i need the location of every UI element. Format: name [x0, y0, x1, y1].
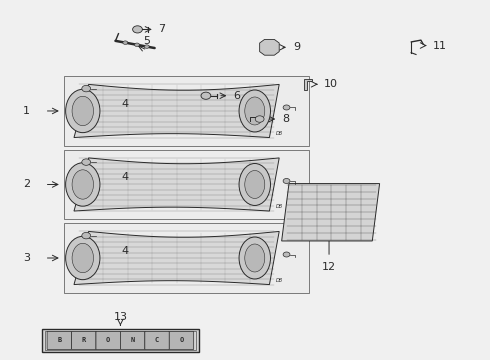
Text: DB: DB	[276, 204, 283, 210]
Circle shape	[283, 179, 290, 184]
Text: N: N	[130, 337, 135, 343]
Text: 4: 4	[122, 99, 129, 109]
Polygon shape	[282, 184, 380, 241]
Polygon shape	[74, 158, 279, 211]
FancyBboxPatch shape	[72, 331, 96, 350]
Circle shape	[82, 233, 91, 239]
Ellipse shape	[66, 163, 100, 206]
FancyBboxPatch shape	[169, 331, 194, 350]
Ellipse shape	[245, 244, 265, 272]
Text: 1: 1	[23, 106, 30, 116]
Text: 12: 12	[322, 262, 336, 273]
Text: B: B	[57, 337, 61, 343]
Text: O: O	[106, 337, 110, 343]
Polygon shape	[74, 84, 279, 138]
Bar	[42, 329, 198, 352]
Ellipse shape	[66, 89, 100, 132]
Text: 9: 9	[293, 42, 300, 52]
Text: 13: 13	[113, 312, 127, 321]
Text: 6: 6	[233, 91, 240, 101]
FancyBboxPatch shape	[47, 331, 72, 350]
Text: DB: DB	[276, 278, 283, 283]
FancyBboxPatch shape	[96, 331, 121, 350]
Bar	[64, 76, 309, 146]
Circle shape	[283, 252, 290, 257]
Circle shape	[135, 43, 140, 46]
Circle shape	[145, 45, 149, 48]
Circle shape	[133, 26, 143, 33]
Ellipse shape	[72, 96, 94, 126]
Circle shape	[82, 85, 91, 92]
Text: 11: 11	[433, 41, 447, 50]
Bar	[64, 149, 309, 220]
Bar	[45, 331, 196, 350]
Text: 4: 4	[122, 246, 129, 256]
Ellipse shape	[239, 163, 270, 206]
FancyBboxPatch shape	[145, 331, 169, 350]
Circle shape	[82, 159, 91, 165]
Text: 3: 3	[23, 253, 30, 263]
Text: 7: 7	[159, 24, 166, 35]
Ellipse shape	[239, 90, 270, 132]
Ellipse shape	[239, 237, 270, 279]
Circle shape	[123, 41, 128, 44]
Text: R: R	[82, 337, 86, 343]
Ellipse shape	[245, 97, 265, 125]
Ellipse shape	[72, 243, 94, 273]
Ellipse shape	[72, 170, 94, 199]
Polygon shape	[74, 231, 279, 284]
Text: 10: 10	[324, 79, 338, 89]
Polygon shape	[304, 79, 313, 90]
Text: DB: DB	[276, 131, 283, 136]
Ellipse shape	[66, 236, 100, 280]
Circle shape	[201, 92, 211, 99]
Text: 4: 4	[122, 172, 129, 183]
FancyBboxPatch shape	[121, 331, 145, 350]
Text: 5: 5	[143, 36, 150, 45]
Text: O: O	[179, 337, 184, 343]
Ellipse shape	[245, 171, 265, 198]
Bar	[64, 223, 309, 293]
Polygon shape	[260, 40, 279, 55]
Circle shape	[283, 105, 290, 110]
Text: 2: 2	[23, 180, 30, 189]
Circle shape	[255, 116, 264, 122]
Text: C: C	[155, 337, 159, 343]
Text: 8: 8	[282, 114, 289, 124]
